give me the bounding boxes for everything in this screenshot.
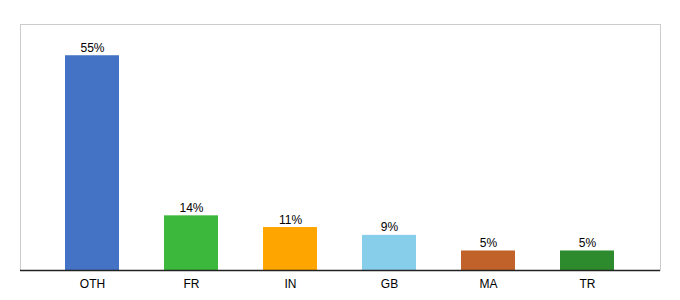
svg-text:TR: TR <box>580 277 596 291</box>
svg-text:MA: MA <box>480 277 498 291</box>
svg-text:55%: 55% <box>80 41 104 55</box>
svg-text:OTH: OTH <box>80 277 105 291</box>
svg-text:GB: GB <box>381 277 398 291</box>
svg-text:5%: 5% <box>480 236 498 250</box>
svg-text:14%: 14% <box>179 201 203 215</box>
svg-text:9%: 9% <box>381 220 399 234</box>
svg-text:FR: FR <box>184 277 200 291</box>
svg-text:5%: 5% <box>579 236 597 250</box>
svg-text:11%: 11% <box>279 213 302 227</box>
svg-text:IN: IN <box>285 277 297 291</box>
